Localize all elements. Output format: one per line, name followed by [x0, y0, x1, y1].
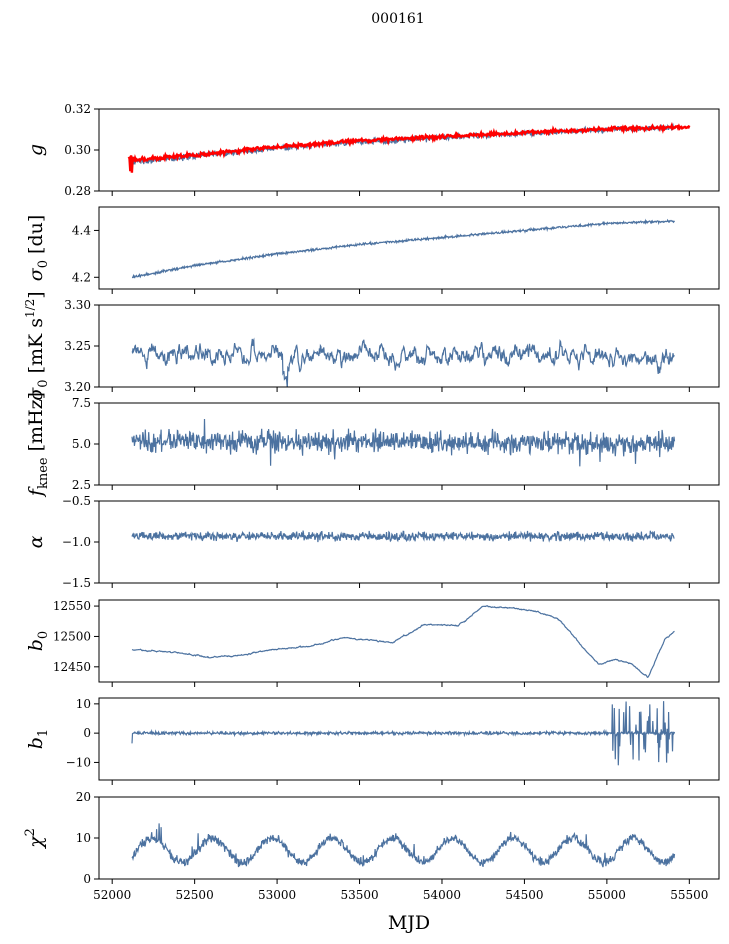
series-sigma0: [131, 218, 676, 279]
xtick-label: 53500: [340, 888, 378, 902]
series-chi2: [131, 823, 676, 868]
xtick-label: 53000: [258, 888, 296, 902]
xtick-label: 52500: [176, 888, 214, 902]
ytick-label-sigma0: 4.2: [72, 270, 91, 284]
x-axis-label: MJD: [388, 912, 430, 934]
frame-b1: [98, 697, 720, 781]
ytick-label-b1: 10: [76, 697, 91, 711]
ytick-label-sigma_wn: 3.20: [64, 380, 91, 394]
ytick-label-g: 0.30: [64, 143, 91, 157]
ylabel-alpha: α: [25, 535, 47, 548]
ytick-label-fknee: 5.0: [72, 437, 91, 451]
xtick-label: 55500: [670, 888, 708, 902]
ylabel-chi2: χ2: [23, 828, 47, 850]
panels: 0.32 0.30 0.28 g 4.4 4.2 σ0 [du] 3.30 3.25 3.20 σ0…: [23, 102, 720, 886]
panel-fknee: 7.5 5.0 2.5 fknee [mHz]: [25, 392, 720, 498]
series-b0: [131, 605, 675, 678]
ytick-label-b0: 12450: [53, 660, 91, 674]
ytick-label-alpha: −1.0: [62, 535, 91, 549]
ytick-label-b1: 0: [83, 726, 91, 740]
panel-b1: 10 0 −10 b1: [25, 697, 720, 785]
frame-sigma_wn: [98, 304, 720, 388]
frame-chi2: [98, 796, 720, 880]
frame-sigma0: [98, 206, 720, 290]
panel-sigma0: 4.4 4.2 σ0 [du]: [25, 206, 720, 294]
x-axis: 52000 52500 53000 53500 54000 54500 55000 55500: [93, 888, 708, 902]
series-b1: [131, 701, 676, 766]
fit-g: [127, 121, 691, 173]
ylabel-b0: b0: [25, 631, 51, 651]
ylabel-sigma_wn: σ0 [mK s1/2]: [23, 291, 51, 400]
ytick-label-g: 0.32: [64, 102, 91, 116]
ytick-label-b1: −10: [66, 755, 91, 769]
xtick-label: 55000: [588, 888, 626, 902]
frame-b0: [98, 599, 720, 683]
frame-alpha: [98, 500, 720, 584]
ytick-label-sigma_wn: 3.25: [64, 339, 91, 353]
xtick-label: 52000: [93, 888, 131, 902]
panel-g: 0.32 0.30 0.28 g: [25, 102, 720, 198]
ylabel-fknee: fknee [mHz]: [25, 392, 51, 498]
ytick-label-alpha: −1.5: [62, 576, 91, 590]
ylabel-sigma0: σ0 [du]: [25, 215, 51, 282]
ytick-label-sigma_wn: 3.30: [64, 298, 91, 312]
frame-g: [98, 108, 720, 192]
panel-chi2: 20 10 0 χ2: [23, 790, 720, 886]
ytick-label-fknee: 2.5: [72, 478, 91, 492]
ytick-label-chi2: 0: [83, 872, 91, 886]
series-alpha: [131, 530, 675, 543]
ytick-label-fknee: 7.5: [72, 396, 91, 410]
ytick-label-chi2: 10: [76, 831, 91, 845]
series-sigma_wn: [131, 337, 675, 387]
chart-title: 000161: [371, 11, 424, 27]
ytick-label-b0: 12500: [53, 629, 91, 643]
panel-alpha: −0.5 −1.0 −1.5 α: [25, 494, 720, 590]
xtick-label: 54000: [423, 888, 461, 902]
ylabel-g: g: [25, 144, 47, 156]
ytick-label-b0: 12550: [53, 599, 91, 613]
ytick-label-g: 0.28: [64, 184, 91, 198]
ylabel-b1: b1: [25, 729, 51, 749]
ytick-label-chi2: 20: [76, 790, 91, 804]
xtick-label: 54500: [505, 888, 543, 902]
ytick-label-sigma0: 4.4: [72, 223, 91, 237]
series-fknee: [131, 418, 676, 467]
ytick-label-alpha: −0.5: [62, 494, 91, 508]
panel-sigma_wn: 3.30 3.25 3.20 σ0 [mK s1/2]: [23, 291, 720, 401]
